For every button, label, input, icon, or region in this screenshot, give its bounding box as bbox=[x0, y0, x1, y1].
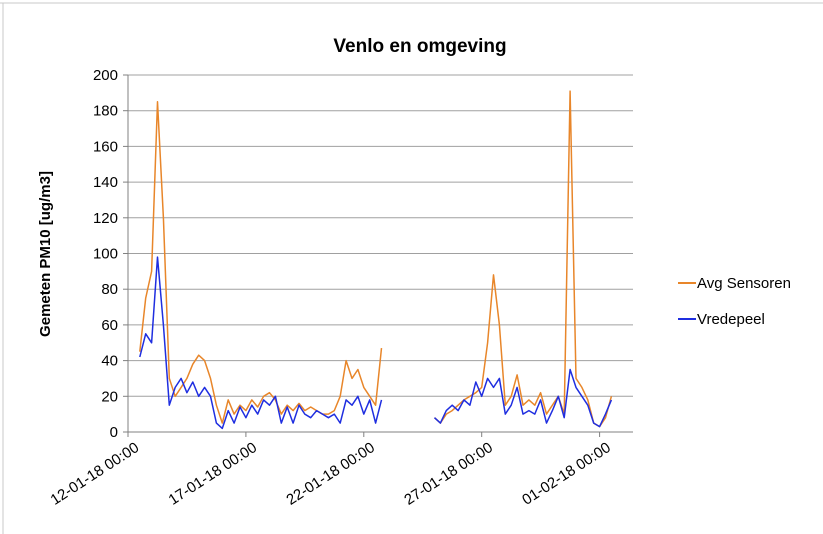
y-tick-label: 80 bbox=[101, 281, 118, 298]
y-tick-label: 0 bbox=[110, 424, 118, 441]
x-tick-label: 01-02-18 00:00 bbox=[519, 439, 614, 509]
y-tick-label: 120 bbox=[93, 210, 118, 227]
x-tick-label: 12-01-18 00:00 bbox=[48, 439, 143, 509]
legend-label: Avg Sensoren bbox=[697, 275, 791, 292]
y-tick-label: 60 bbox=[101, 317, 118, 334]
series-line bbox=[139, 90, 613, 428]
y-tick-label: 100 bbox=[93, 246, 118, 263]
y-tick-label: 20 bbox=[101, 388, 118, 405]
y-axis-label: Gemeten PM10 [ug/m3] bbox=[37, 171, 54, 337]
x-tick-label: 27-01-18 00:00 bbox=[401, 439, 496, 509]
series-line bbox=[139, 256, 613, 430]
legend-label: Vredepeel bbox=[697, 311, 765, 328]
y-tick-label: 140 bbox=[93, 174, 118, 191]
x-tick-label: 17-01-18 00:00 bbox=[165, 439, 260, 509]
y-tick-label: 160 bbox=[93, 138, 118, 155]
chart-title: Venlo en omgeving bbox=[333, 36, 506, 57]
y-tick-label: 180 bbox=[93, 103, 118, 120]
y-tick-label: 200 bbox=[93, 67, 118, 84]
x-tick-label: 22-01-18 00:00 bbox=[283, 439, 378, 509]
y-tick-label: 40 bbox=[101, 353, 118, 370]
